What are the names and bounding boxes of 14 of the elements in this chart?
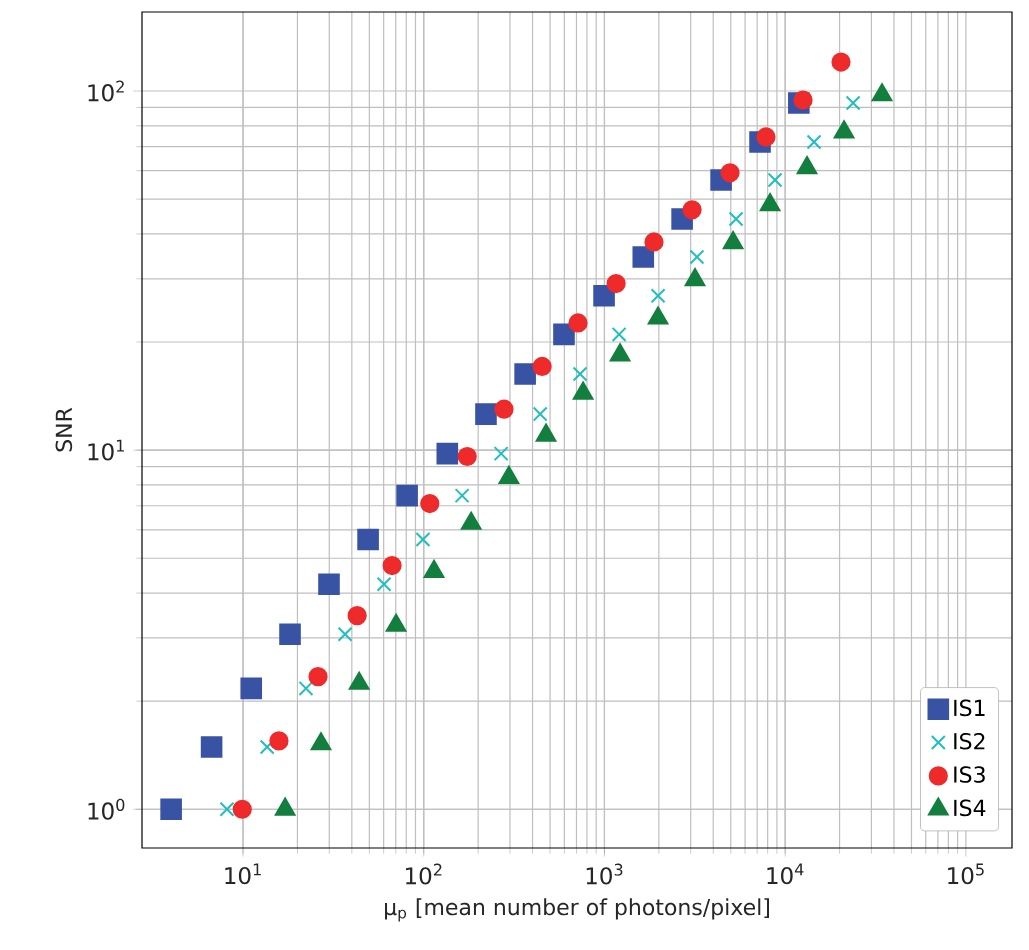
x-tick-label: 10$^{3}$ [586, 863, 623, 885]
x-tick-label: 10$^{5}$ [948, 863, 984, 885]
legend-label: IS4 [954, 799, 986, 817]
y-tick-label: 10$^{2}$ [88, 80, 124, 102]
y-axis-title: SNR [55, 407, 73, 452]
y-tick-label: 10$^{0}$ [88, 798, 125, 820]
y-tick-label: 10$^{1}$ [88, 439, 124, 461]
x-axis-title: μ$_{p}$ [mean number of photons/pixel] [385, 898, 769, 922]
x-tick-label: 10$^{1}$ [225, 863, 261, 885]
x-tick-label: 10$^{4}$ [767, 863, 804, 885]
legend-label: IS1 [954, 699, 985, 717]
x-tick-label: 10$^{2}$ [406, 863, 442, 885]
legend-label: IS3 [954, 766, 985, 783]
legend-label: IS2 [954, 732, 985, 750]
